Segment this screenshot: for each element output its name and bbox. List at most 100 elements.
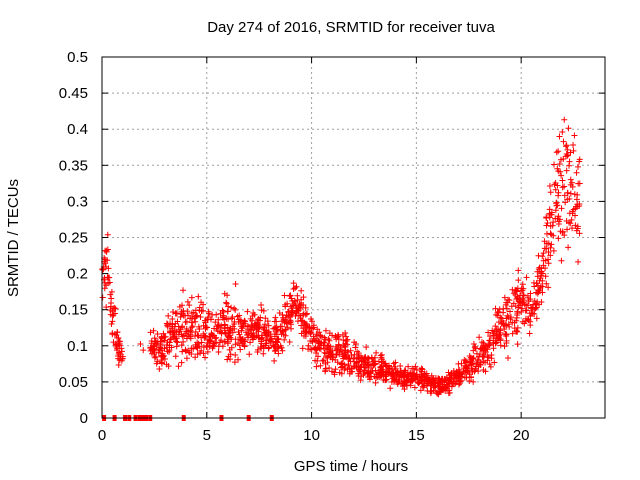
data-point	[277, 323, 284, 330]
data-point	[476, 334, 483, 341]
data-point	[519, 281, 526, 288]
x-tick-label: 15	[408, 427, 425, 444]
data-point	[383, 371, 390, 378]
data-point	[226, 328, 233, 335]
data-point	[487, 363, 494, 370]
data-point	[241, 343, 248, 350]
data-point	[427, 382, 434, 389]
data-point	[267, 338, 274, 345]
data-point	[556, 133, 563, 140]
data-point	[102, 260, 109, 267]
data-point	[303, 310, 310, 317]
data-point	[225, 330, 232, 337]
data-point	[165, 312, 172, 319]
data-point	[116, 340, 123, 347]
data-point	[235, 318, 242, 325]
data-point	[573, 169, 580, 176]
data-point	[239, 323, 246, 330]
data-point	[547, 252, 554, 259]
data-point	[183, 355, 190, 362]
data-point	[362, 364, 369, 371]
data-point	[487, 333, 494, 340]
data-point	[555, 148, 562, 155]
data-point	[539, 270, 546, 277]
data-point	[110, 311, 117, 318]
data-point	[219, 307, 226, 314]
data-point	[200, 322, 207, 329]
data-point	[495, 308, 502, 315]
data-point	[372, 358, 379, 365]
data-point	[215, 348, 222, 355]
data-point	[509, 330, 516, 337]
data-point	[278, 331, 285, 338]
data-point	[106, 274, 113, 281]
data-point	[527, 296, 534, 303]
data-point	[466, 353, 473, 360]
x-tick-label: 5	[203, 427, 211, 444]
data-point	[570, 147, 577, 154]
data-point	[554, 215, 561, 222]
data-point	[158, 357, 165, 364]
data-point	[538, 298, 545, 305]
data-point	[539, 289, 546, 296]
data-point	[102, 247, 109, 254]
data-point	[571, 212, 578, 219]
data-point	[310, 324, 317, 331]
data-point	[249, 313, 256, 320]
data-point	[290, 286, 297, 293]
data-point	[108, 288, 115, 295]
data-point	[480, 353, 487, 360]
y-tick-label: 0.15	[59, 302, 88, 319]
data-point	[151, 335, 158, 342]
data-point	[288, 325, 295, 332]
data-point	[367, 370, 374, 377]
data-point	[215, 316, 222, 323]
data-point	[281, 336, 288, 343]
data-point	[290, 280, 297, 287]
data-point	[218, 337, 225, 344]
data-point	[272, 314, 279, 321]
data-point	[543, 240, 550, 247]
data-point	[571, 132, 578, 139]
data-point	[184, 298, 191, 305]
data-point	[192, 354, 199, 361]
data-point	[154, 330, 161, 337]
data-point	[151, 354, 158, 361]
data-point	[119, 355, 126, 362]
data-point	[416, 366, 423, 373]
data-point	[573, 196, 580, 203]
data-point	[321, 345, 328, 352]
data-point	[550, 247, 557, 254]
data-point	[107, 291, 114, 298]
data-point	[178, 324, 185, 331]
data-point	[467, 356, 474, 363]
data-point	[567, 190, 574, 197]
data-point	[547, 244, 554, 251]
data-point	[564, 189, 571, 196]
data-point	[341, 361, 348, 368]
data-point	[567, 181, 574, 188]
data-point	[104, 231, 111, 238]
data-point	[255, 328, 262, 335]
data-point	[334, 347, 341, 354]
data-point	[173, 338, 180, 345]
data-point	[471, 368, 478, 375]
data-point	[397, 362, 404, 369]
data-point	[509, 286, 516, 293]
data-point	[568, 216, 575, 223]
data-point	[390, 360, 397, 367]
data-point	[543, 280, 550, 287]
data-point	[421, 371, 428, 378]
data-point	[198, 347, 205, 354]
data-point	[197, 314, 204, 321]
data-point	[513, 317, 520, 324]
data-point	[502, 331, 509, 338]
data-point	[555, 235, 562, 242]
data-point	[552, 186, 559, 193]
data-point	[492, 305, 499, 312]
data-point	[194, 332, 201, 339]
data-point	[392, 365, 399, 372]
y-tick-label: 0.1	[67, 338, 88, 355]
data-point	[566, 219, 573, 226]
